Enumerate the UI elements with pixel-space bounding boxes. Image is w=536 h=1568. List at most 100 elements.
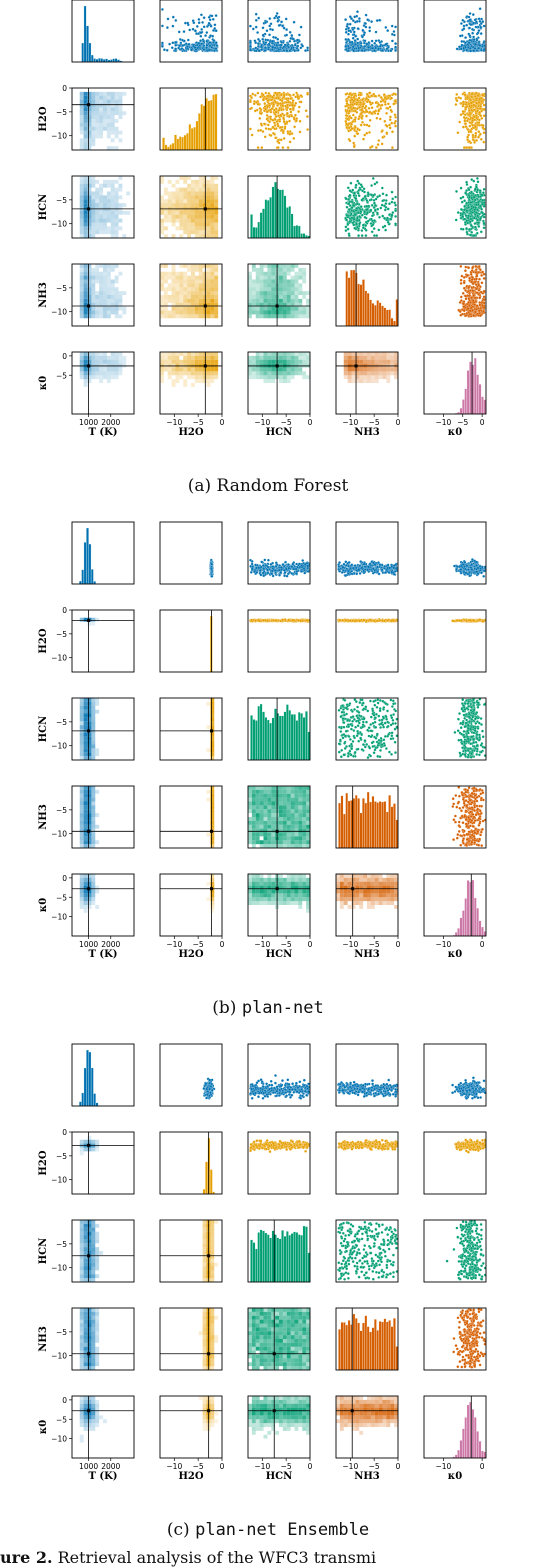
density-cell	[175, 187, 180, 192]
scatter-point	[279, 125, 283, 129]
density-cell	[87, 195, 92, 200]
density-cell	[87, 179, 92, 184]
scatter-point	[170, 46, 174, 50]
density-cell	[99, 115, 104, 120]
histogram-bar	[281, 189, 284, 238]
scatter-point	[293, 125, 297, 129]
scatter-point	[379, 95, 383, 99]
scatter-point	[282, 49, 286, 52]
density-cell	[214, 359, 219, 364]
density-cell	[214, 352, 219, 356]
density-cell	[206, 267, 211, 272]
density-cell	[194, 218, 199, 223]
density-cell	[210, 310, 215, 315]
scatter-point	[269, 115, 273, 119]
density-cell	[206, 275, 211, 280]
x-tick-label: −10	[166, 418, 182, 427]
density-cell	[191, 306, 195, 311]
scatter-point	[364, 224, 368, 228]
density-cell	[183, 379, 188, 384]
density-cell	[286, 314, 291, 319]
density-cell	[79, 176, 84, 180]
scatter-point	[260, 146, 264, 150]
density-cell	[91, 295, 96, 299]
density-cell	[179, 352, 184, 356]
scatter-point	[352, 30, 356, 34]
density-cell	[79, 179, 84, 184]
density-cell	[87, 199, 92, 204]
density-cell	[248, 283, 252, 288]
density-cell	[91, 287, 96, 292]
scatter-point	[357, 49, 360, 52]
scatter-point	[472, 35, 476, 39]
scatter-point	[393, 33, 396, 37]
histogram-bar	[393, 320, 396, 326]
density-cell	[95, 371, 100, 376]
density-cell	[87, 283, 92, 288]
density-cell	[99, 119, 104, 123]
density-cell	[263, 314, 268, 319]
density-cell	[160, 179, 164, 184]
density-cell	[79, 126, 84, 131]
scatter-point	[384, 199, 388, 202]
density-cell	[279, 371, 283, 376]
density-cell	[118, 355, 123, 360]
density-cell	[271, 302, 276, 307]
density-cell	[210, 355, 215, 360]
panel-frame	[71, 263, 135, 327]
density-cell	[95, 130, 100, 135]
density-cell	[198, 234, 203, 238]
density-cell	[302, 271, 307, 276]
density-cell	[267, 298, 272, 303]
density-cell	[298, 371, 303, 376]
density-cell	[91, 199, 96, 204]
scatter-point	[471, 116, 475, 120]
density-cell	[91, 214, 96, 219]
density-cell	[255, 271, 260, 276]
panel-content	[72, 264, 134, 326]
scatter-point	[469, 289, 472, 292]
scatter-point	[388, 94, 392, 98]
scatter-point	[379, 206, 383, 210]
density-cell	[118, 271, 123, 276]
scatter-point	[209, 24, 213, 28]
histogram-bar	[278, 189, 282, 238]
scatter-point	[375, 180, 379, 184]
density-cell	[122, 306, 127, 311]
scatter-point	[394, 99, 398, 103]
scatter-point	[467, 285, 471, 289]
density-cell	[206, 367, 211, 372]
density-cell	[267, 367, 272, 372]
scatter-point	[272, 108, 276, 112]
scatter-point	[370, 94, 374, 98]
scatter-point	[290, 114, 294, 118]
density-cell	[255, 375, 260, 380]
scatter-point	[470, 196, 474, 200]
density-cell	[198, 264, 203, 268]
density-cell	[83, 267, 88, 272]
density-cell	[110, 119, 115, 123]
density-cell	[175, 279, 180, 284]
scatter-point	[215, 44, 219, 47]
density-cell	[106, 379, 111, 384]
scatter-point	[352, 95, 356, 99]
density-cell	[210, 264, 215, 268]
scatter-point	[465, 189, 469, 192]
scatter-point	[466, 307, 470, 311]
density-cell	[187, 230, 192, 235]
scatter-point	[455, 189, 458, 193]
density-cell	[214, 375, 219, 380]
scatter-point	[459, 207, 463, 211]
scatter-point	[359, 210, 363, 214]
scatter-point	[279, 93, 283, 97]
density-cell	[122, 234, 127, 238]
density-cell	[214, 234, 219, 238]
scatter-point	[360, 229, 364, 232]
density-cell	[91, 359, 96, 364]
scatter-point	[202, 48, 206, 51]
histogram-bar	[269, 196, 272, 238]
scatter-point	[296, 95, 300, 99]
density-cell	[171, 283, 176, 288]
scatter-point	[274, 14, 278, 18]
density-cell	[91, 222, 96, 227]
